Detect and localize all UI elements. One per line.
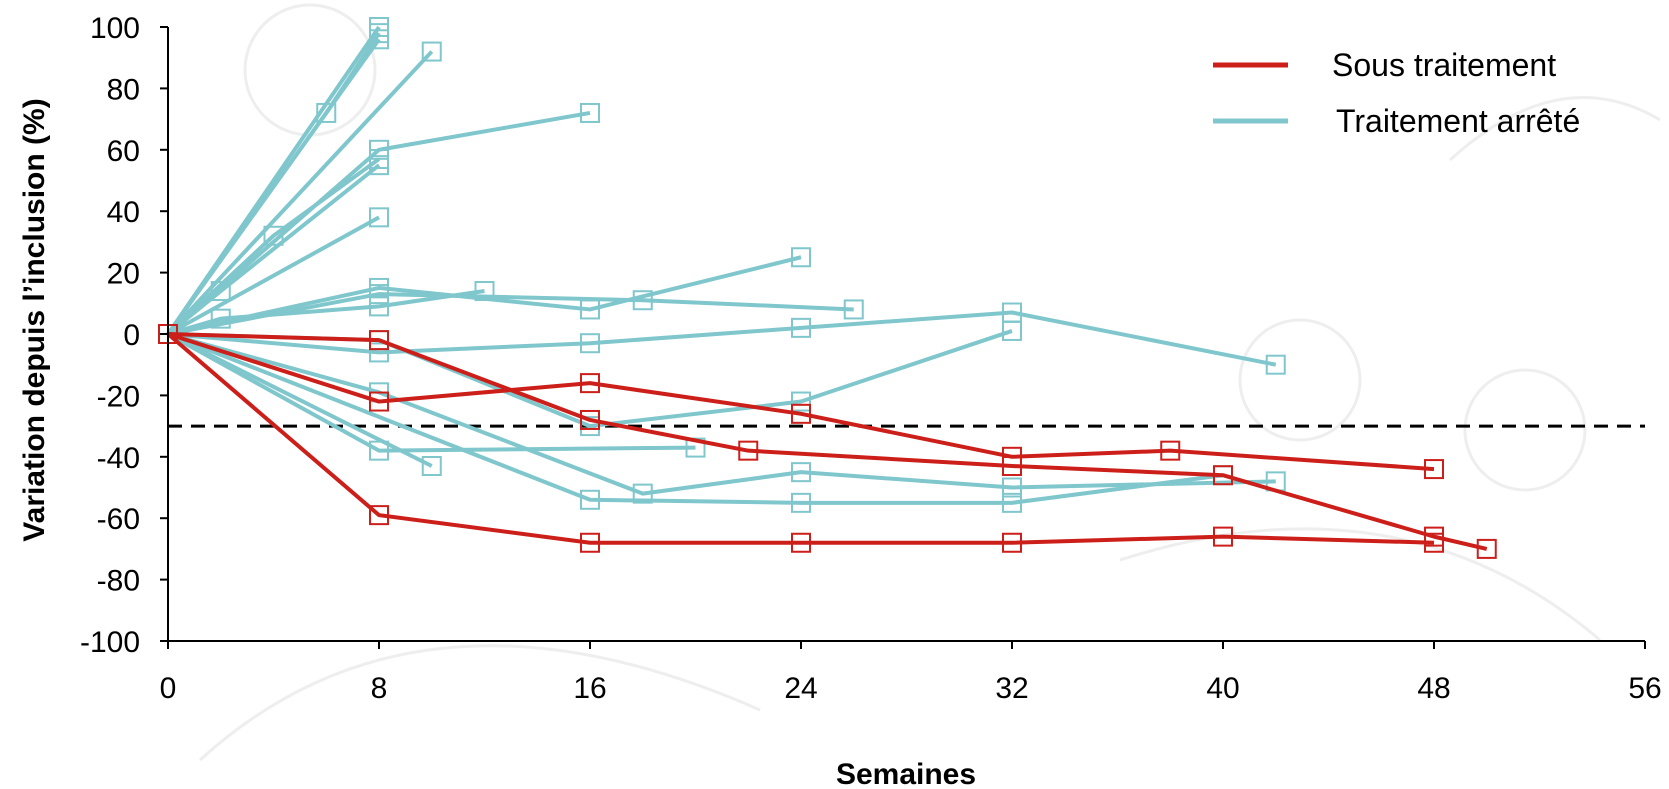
data-point-marker: [1424, 459, 1444, 480]
y-tick-label: -20: [97, 380, 140, 413]
series-stopped-7: [158, 207, 389, 344]
series-line: [167, 332, 696, 453]
data-point-marker: [369, 296, 389, 317]
legend: Sous traitement Traitement arrêté: [1213, 47, 1580, 139]
y-tick-label: -60: [97, 503, 140, 536]
series-line: [167, 310, 1277, 367]
y-tick-label: 40: [107, 196, 140, 229]
data-point-marker: [1213, 526, 1233, 547]
data-point-marker: [1424, 532, 1444, 553]
y-tick-label: 80: [107, 73, 140, 106]
data-point-marker: [1265, 354, 1286, 375]
series-line: [166, 32, 381, 336]
data-point-marker: [1002, 532, 1022, 553]
data-point-marker: [1476, 538, 1497, 559]
data-point-marker: [210, 308, 231, 329]
data-point-marker: [738, 440, 759, 461]
x-tick-label: 48: [1417, 672, 1450, 705]
data-point-marker: [369, 391, 389, 412]
series-line: [166, 157, 381, 336]
data-point-marker: [1002, 492, 1022, 513]
x-tick-label: 8: [371, 672, 388, 705]
data-point-marker: [1160, 440, 1181, 461]
y-tick-label: 100: [90, 12, 140, 45]
x-tick-label: 56: [1628, 672, 1661, 705]
data-point-marker: [369, 207, 389, 228]
y-tick-label: -100: [80, 626, 140, 659]
data-point-marker: [369, 23, 389, 44]
data-point-marker: [632, 290, 653, 311]
data-point-marker: [369, 284, 389, 305]
x-axis-title: Semaines: [836, 758, 976, 789]
data-point-marker: [580, 409, 600, 430]
y-tick-label: 0: [123, 319, 140, 352]
series-stopped-3: [158, 41, 442, 344]
y-tick-label: -80: [97, 565, 140, 598]
ticks-layer: 0 8 16 24 32 40 48 56 100 80 60 40 20 0 -20 -40 -60 -80 -1…: [80, 12, 1662, 705]
data-point-marker: [791, 492, 811, 513]
data-point-marker: [369, 505, 389, 526]
series-line: [167, 332, 1435, 472]
series-line: [166, 50, 434, 336]
data-point-marker: [474, 281, 495, 302]
data-point-marker: [316, 102, 337, 123]
data-point-marker: [1213, 465, 1233, 486]
legend-label-stopped: Traitement arrêté: [1336, 103, 1580, 139]
data-point-marker: [1002, 320, 1022, 341]
x-tick-label: 16: [573, 672, 606, 705]
data-point-marker: [580, 532, 600, 553]
series-line: [167, 332, 433, 468]
data-point-marker: [1002, 477, 1022, 498]
data-point-marker: [580, 333, 600, 354]
data-point-marker: [791, 532, 811, 553]
x-tick-label: 0: [160, 672, 177, 705]
data-point-marker: [421, 41, 442, 62]
series-line: [167, 289, 485, 336]
x-tick-label: 40: [1206, 672, 1239, 705]
series-line: [166, 332, 1435, 545]
data-point-marker: [580, 102, 600, 123]
data-point-marker: [369, 330, 389, 351]
x-tick-label: 24: [784, 672, 817, 705]
y-tick-label: -40: [97, 442, 140, 475]
data-point-marker: [1002, 446, 1022, 467]
data-point-marker: [369, 342, 389, 363]
data-point-marker: [263, 225, 284, 246]
data-point-marker: [580, 373, 600, 394]
series-on_treatment-19: [158, 324, 1444, 553]
series-line: [167, 215, 380, 336]
data-point-marker: [369, 155, 389, 176]
series-line: [167, 332, 1276, 496]
series-line: [167, 332, 1224, 505]
data-point-marker: [210, 281, 231, 302]
data-point-marker: [791, 317, 811, 338]
series-line: [166, 163, 381, 336]
data-point-marker: [791, 247, 811, 268]
legend-label-on-treatment: Sous traitement: [1332, 47, 1556, 83]
y-tick-label: 60: [107, 135, 140, 168]
data-point-marker: [580, 489, 600, 510]
data-point-marker: [421, 456, 442, 477]
y-axis-title: Variation depuis l’inclusion (%): [18, 98, 51, 541]
series-line: [167, 332, 1488, 551]
series-line: [167, 255, 802, 336]
data-point-marker: [791, 462, 811, 483]
series-layer: [158, 17, 1497, 559]
data-point-marker: [791, 403, 811, 424]
data-point-marker: [791, 391, 811, 412]
data-point-marker: [632, 483, 653, 504]
data-point-marker: [843, 299, 864, 320]
y-tick-label: 20: [107, 258, 140, 291]
x-tick-label: 32: [995, 672, 1028, 705]
